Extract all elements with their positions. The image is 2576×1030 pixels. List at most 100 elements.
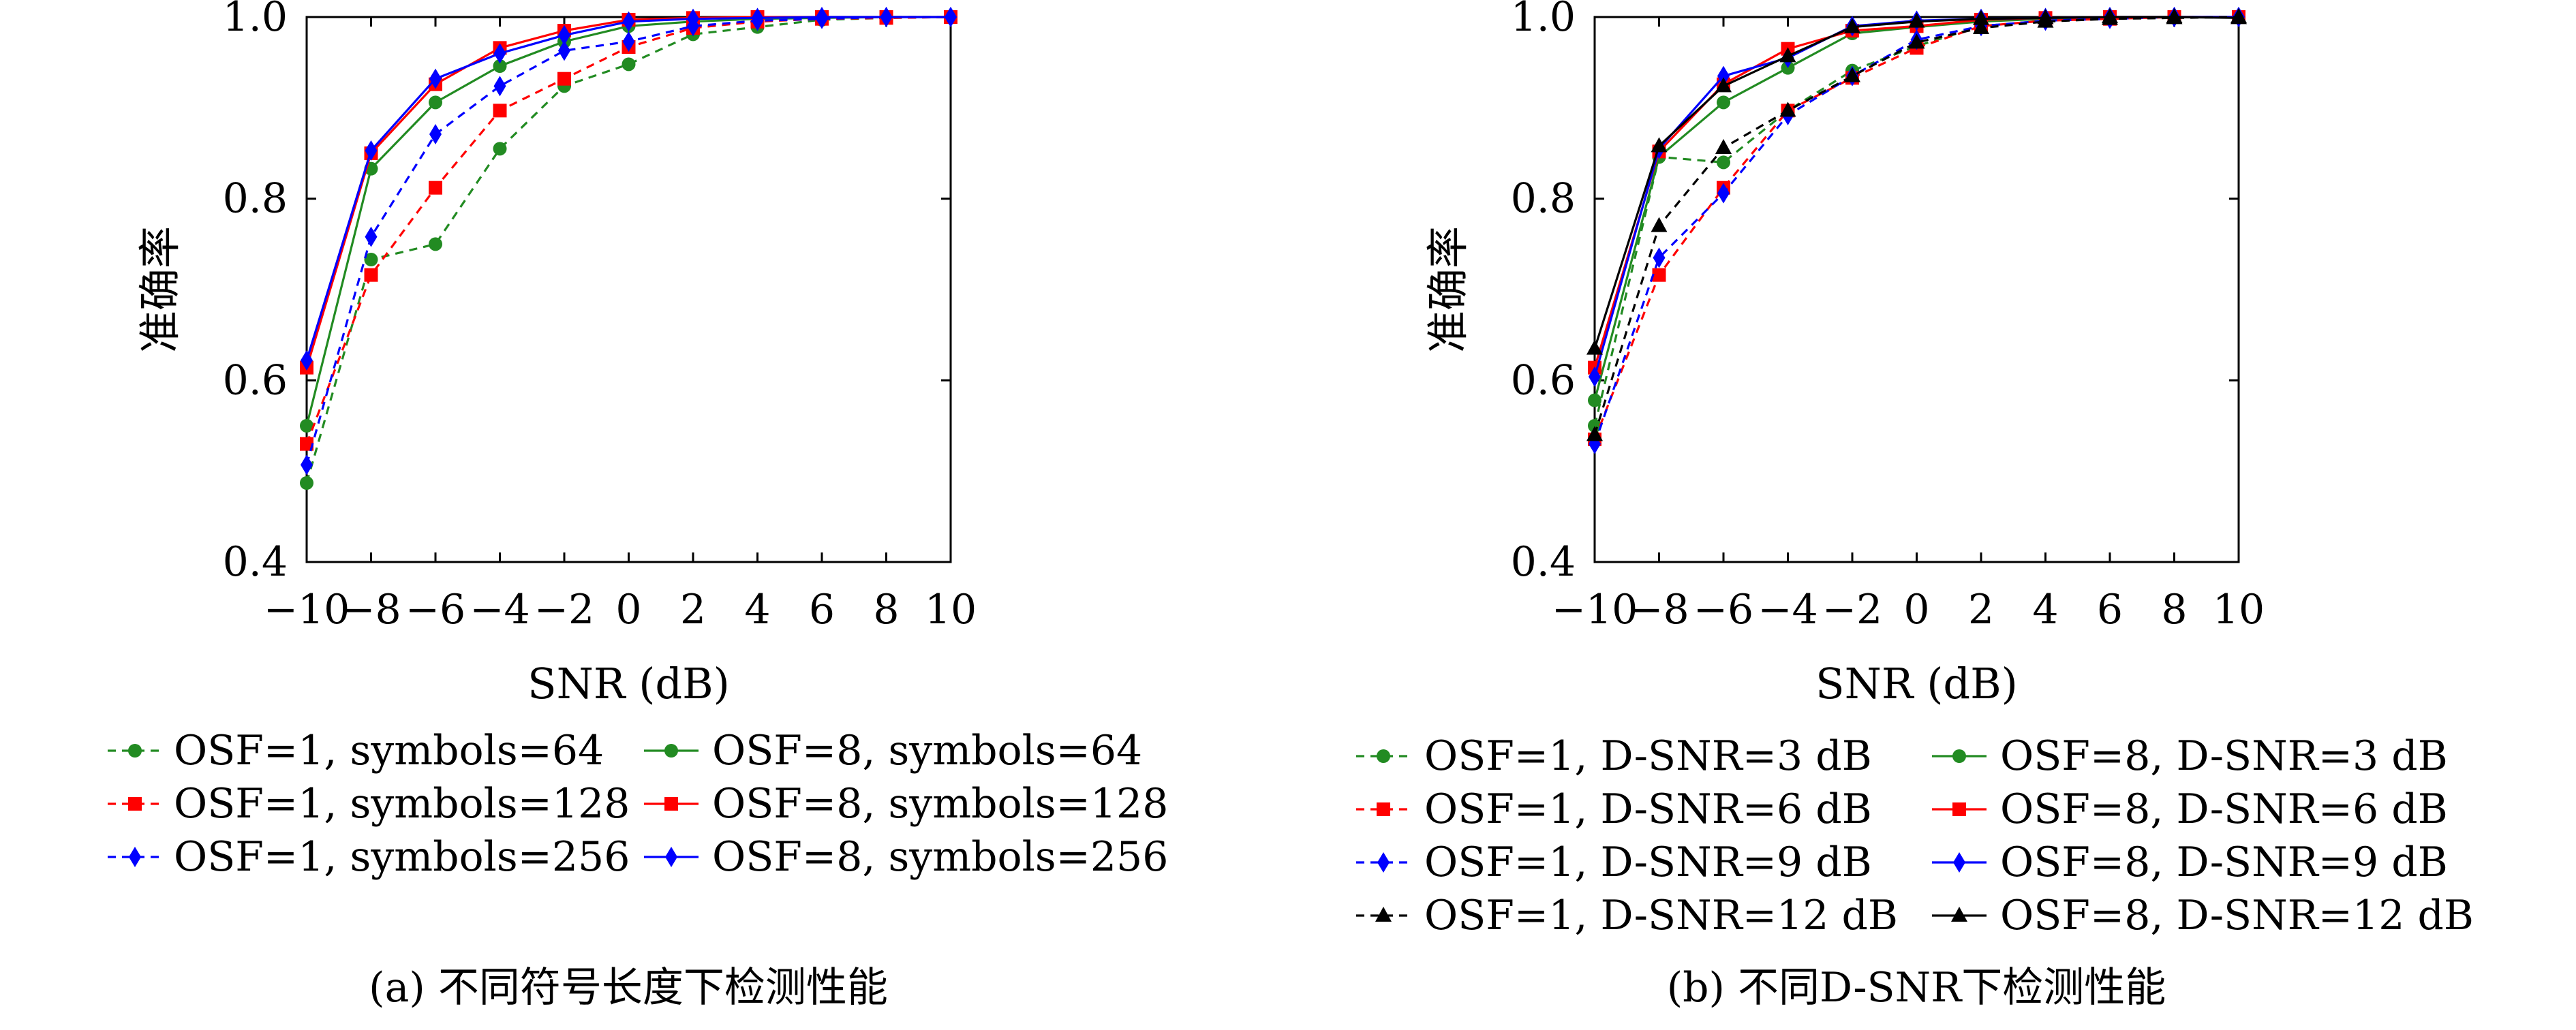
data-point (301, 350, 313, 371)
series-line (1593, 16, 2239, 349)
data-point (1715, 77, 1732, 93)
legend-label: OSF=8, symbols=256 (712, 833, 1168, 881)
data-point (493, 76, 506, 97)
data-point (364, 268, 378, 282)
legend-label: OSF=1, symbols=128 (174, 780, 630, 828)
data-point (1717, 155, 1730, 170)
y-tick-label: 0.4 (223, 538, 288, 586)
data-point (1908, 33, 1925, 49)
data-point (1779, 47, 1796, 63)
series-osf-1-symbols-64 (300, 10, 957, 490)
data-point (301, 454, 313, 475)
legend-marker (1377, 852, 1390, 873)
x-tick-label: −2 (1822, 586, 1882, 634)
data-point (558, 25, 570, 46)
legend-item: OSF=8, D-SNR=12 dB (1932, 892, 2474, 939)
y-tick-label: 1.0 (223, 0, 288, 41)
x-tick-label: 10 (925, 586, 977, 634)
series-line (1593, 16, 2239, 369)
legend-marker (1952, 802, 1966, 816)
legend-marker (1951, 907, 1967, 922)
data-point (364, 253, 378, 266)
data-point (2037, 9, 2054, 25)
legend-marker (128, 744, 142, 758)
data-point (1779, 102, 1796, 117)
data-point (1973, 19, 1989, 34)
legend-marker (129, 847, 141, 867)
series-line (305, 16, 951, 445)
data-point (493, 104, 507, 118)
x-tick-label: 6 (809, 586, 835, 634)
legend-marker (664, 797, 678, 811)
x-tick-label: 8 (873, 586, 899, 634)
x-tick-label: −4 (470, 586, 530, 634)
series-line (305, 16, 951, 465)
chart-panel-a: 0.4 0.6 0.8 1.0 −10−8 −6 −4 −2 0 2 4 6 8 10 SNR (dB) 准确… (108, 0, 1168, 1012)
series-osf-8-d-snr-9-db (1589, 7, 2245, 387)
legend-marker (1377, 749, 1390, 763)
data-point (2166, 8, 2183, 23)
data-point (300, 437, 313, 451)
legend-marker (1952, 749, 1966, 763)
legend-marker (1377, 802, 1390, 816)
data-point (1844, 67, 1860, 82)
series-osf-8-d-snr-12-db (1586, 8, 2247, 355)
legend-label: OSF=1, D-SNR=9 dB (1424, 839, 1872, 886)
x-tick-label: −6 (405, 586, 465, 634)
x-tick-label: 10 (2213, 586, 2265, 634)
x-axis-label: SNR (dB) (1815, 659, 2018, 708)
legend-item: OSF=8, D-SNR=3 dB (1932, 732, 2448, 780)
y-axis-label: 准确率 (135, 226, 185, 353)
series-osf-1-d-snr-12-db (1586, 8, 2247, 441)
legend-item: OSF=8, symbols=128 (644, 780, 1168, 828)
data-point (429, 181, 442, 195)
data-point (1652, 268, 1666, 282)
series-osf-8-symbols-64 (300, 10, 957, 433)
y-tick-label: 0.6 (223, 356, 288, 404)
x-tick-label: 8 (2161, 586, 2187, 634)
data-point (1586, 339, 1603, 355)
data-point (1651, 217, 1668, 232)
series-line (1593, 16, 2239, 445)
x-axis-label: SNR (dB) (527, 659, 730, 708)
x-tick-label: 0 (1903, 586, 1929, 634)
data-point (1588, 393, 1601, 407)
x-tick-label: −8 (1629, 586, 1689, 634)
y-tick-label: 0.8 (1511, 175, 1576, 223)
data-point (880, 7, 893, 27)
data-point (365, 226, 378, 247)
x-tick-label: −6 (1693, 586, 1753, 634)
data-point (558, 40, 570, 61)
legend-item: OSF=1, D-SNR=12 dB (1356, 892, 1898, 939)
legend-marker (1375, 907, 1392, 922)
x-tick-label: −8 (341, 586, 401, 634)
x-tick-label: 2 (680, 586, 706, 634)
legend-item: OSF=8, D-SNR=9 dB (1932, 839, 2448, 886)
data-point (429, 237, 442, 251)
series-osf-8-symbols-256 (301, 7, 957, 371)
data-point (1651, 137, 1668, 153)
data-point (751, 7, 764, 29)
legend-item: OSF=8, D-SNR=6 dB (1932, 785, 2448, 833)
x-tick-label: 4 (744, 586, 770, 634)
legend-label: OSF=1, D-SNR=12 dB (1424, 892, 1898, 939)
legend-item: OSF=1, symbols=256 (108, 833, 630, 881)
legend-label: OSF=1, D-SNR=6 dB (1424, 785, 1872, 833)
legend-label: OSF=8, D-SNR=6 dB (2000, 785, 2448, 833)
legend-item: OSF=1, symbols=128 (108, 780, 630, 828)
data-point (2230, 9, 2247, 25)
series-osf-1-symbols-128 (300, 10, 957, 451)
legend-label: OSF=1, D-SNR=3 dB (1424, 732, 1872, 780)
legend-item: OSF=8, symbols=256 (644, 833, 1168, 881)
data-point (1588, 419, 1601, 433)
series-line (305, 16, 951, 426)
legend-item: OSF=1, D-SNR=3 dB (1356, 732, 1872, 780)
data-point (1589, 366, 1601, 387)
y-tick-label: 1.0 (1511, 0, 1576, 41)
data-point (1717, 183, 1730, 204)
data-point (1586, 426, 1603, 441)
legend: OSF=1, D-SNR=3 dB OSF=8, D-SNR=3 dB OSF=1,… (1356, 732, 2474, 939)
data-point (622, 31, 635, 52)
legend-label: OSF=8, D-SNR=9 dB (2000, 839, 2448, 886)
